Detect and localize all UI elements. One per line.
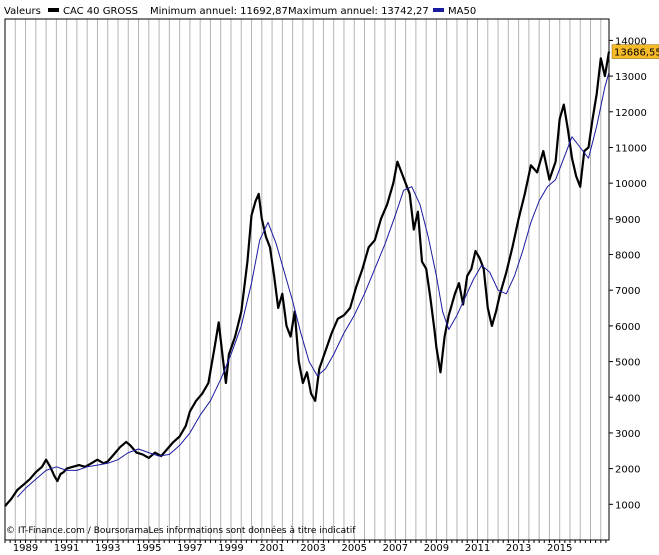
legend: Valeurs CAC 40 GROSS Minimum annuel: 116… bbox=[4, 6, 476, 17]
y-tick-label: 7000 bbox=[615, 286, 640, 297]
legend-ma-label: MA50 bbox=[448, 6, 476, 17]
legend-valeurs-label: Valeurs bbox=[4, 6, 41, 17]
series-line-ma50 bbox=[16, 72, 610, 498]
y-tick-label: 14000 bbox=[615, 36, 647, 47]
y-tick-label: 4000 bbox=[615, 393, 640, 404]
last-value-label: 13686,55 bbox=[614, 48, 659, 59]
legend-price-swatch bbox=[48, 8, 59, 12]
y-tick-label: 8000 bbox=[615, 251, 640, 262]
y-tick-label: 1000 bbox=[615, 500, 640, 511]
x-tick-label: 1993 bbox=[95, 543, 120, 554]
last-value-badge: 13686,55 bbox=[611, 44, 659, 59]
legend-series-label: CAC 40 GROSS bbox=[63, 6, 138, 17]
x-tick-label: 2007 bbox=[383, 543, 408, 554]
plot-frame bbox=[4, 18, 610, 541]
x-tick-label: 2011 bbox=[465, 543, 490, 554]
x-tick-label: 2003 bbox=[300, 543, 325, 554]
x-tick-label: 2005 bbox=[342, 543, 367, 554]
x-tick-label: 1991 bbox=[54, 543, 79, 554]
x-tick-label: 2013 bbox=[506, 543, 531, 554]
x-tick-label: 1997 bbox=[177, 543, 202, 554]
y-tick-label: 3000 bbox=[615, 429, 640, 440]
y-tick-label: 13000 bbox=[615, 72, 647, 83]
x-tick-label: 2009 bbox=[424, 543, 449, 554]
series-layer bbox=[4, 51, 611, 507]
y-tick-label: 5000 bbox=[615, 358, 640, 369]
x-tick-label: 1995 bbox=[136, 543, 161, 554]
y-tick-label: 9000 bbox=[615, 215, 640, 226]
footer-credit: © IT-Finance.com / BoursoramaLes informa… bbox=[6, 525, 356, 536]
x-tick-label: 2015 bbox=[547, 543, 572, 554]
y-tick-label: 11000 bbox=[615, 143, 647, 154]
series-line-cac40 bbox=[4, 51, 611, 507]
legend-min-label: Minimum annuel: 11692,87 bbox=[150, 6, 288, 17]
y-tick-label: 6000 bbox=[615, 322, 640, 333]
legend-ma-swatch bbox=[433, 8, 444, 12]
x-tick-label: 1989 bbox=[13, 543, 38, 554]
legend-max-label: Maximum annuel: 13742,27 bbox=[288, 6, 429, 17]
y-tick-label: 12000 bbox=[615, 108, 647, 119]
x-tick-label: 2001 bbox=[259, 543, 284, 554]
last-value-badge-box bbox=[611, 44, 659, 59]
x-tick-label: 1999 bbox=[218, 543, 243, 554]
y-tick-label: 2000 bbox=[615, 465, 640, 476]
y-tick-label: 10000 bbox=[615, 179, 647, 190]
axes: 1000 2000 3000 4000 5000 6000 7000 8000 9000 1000… bbox=[4, 18, 647, 554]
